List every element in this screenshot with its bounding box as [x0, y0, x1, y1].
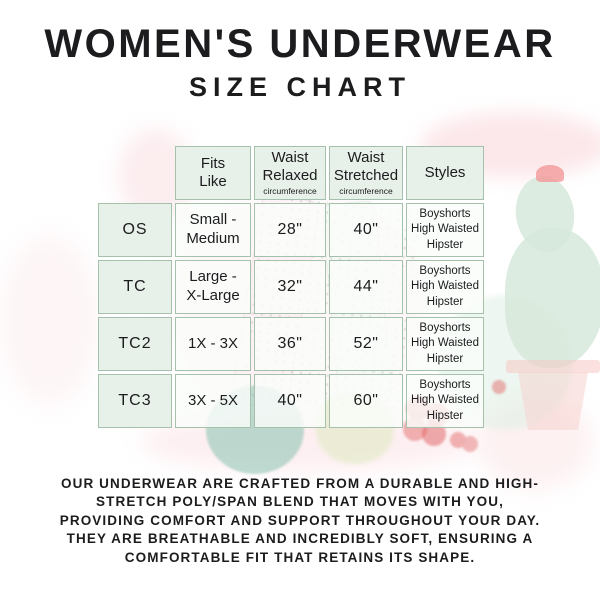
header-subtext: circumference — [263, 186, 317, 197]
size-label: OS — [98, 203, 172, 257]
fits-like-cell: 3X - 5X — [175, 374, 251, 428]
header-text: Stretched — [333, 167, 399, 185]
header-empty-cell — [98, 146, 172, 200]
cell-text: Medium — [186, 230, 240, 247]
cell-text: High Waisted — [411, 223, 479, 236]
fits-like-cell: Small - Medium — [175, 203, 251, 257]
cactus-flower-icon — [536, 165, 564, 182]
header-text: Relaxed — [262, 167, 318, 185]
header-text: Like — [199, 173, 227, 190]
header-styles: Styles — [406, 146, 484, 200]
waist-relaxed-cell: 40" — [254, 374, 326, 428]
waist-relaxed-cell: 32" — [254, 260, 326, 314]
cactus-pot — [517, 372, 589, 430]
waist-stretched-cell: 60" — [329, 374, 403, 428]
header-waist-relaxed: Waist Relaxed circumference — [254, 146, 326, 200]
page-subtitle: SIZE CHART — [189, 72, 411, 102]
cell-text: Hipster — [426, 409, 464, 422]
cell-text: Boyshorts — [419, 264, 471, 277]
size-chart-table: Fits Like Waist Relaxed circumference Wa… — [95, 143, 487, 431]
cell-text: High Waisted — [411, 280, 479, 293]
cell-text: Hipster — [426, 352, 464, 365]
header-waist-stretched: Waist Stretched circumference — [329, 146, 403, 200]
table-row-os: OS Small - Medium 28" 40" Boyshorts High… — [98, 203, 484, 257]
cell-text: Hipster — [426, 238, 464, 251]
size-label: TC2 — [98, 317, 172, 371]
cell-text: High Waisted — [411, 337, 479, 350]
cactus-illustration-body — [505, 228, 600, 368]
size-label: TC — [98, 260, 172, 314]
table-row-tc3: TC3 3X - 5X 40" 60" Boyshorts High Waist… — [98, 374, 484, 428]
waist-stretched-cell: 44" — [329, 260, 403, 314]
description-line: THEY ARE BREATHABLE AND INCREDIBLY SOFT,… — [66, 531, 534, 547]
fits-like-cell: Large - X-Large — [175, 260, 251, 314]
description-line: STRETCH POLY/SPAN BLEND THAT MOVES WITH … — [96, 494, 504, 510]
table-row-tc2: TC2 1X - 3X 36" 52" Boyshorts High Waist… — [98, 317, 484, 371]
header-fits-like: Fits Like — [175, 146, 251, 200]
cell-text: X-Large — [186, 287, 240, 304]
header-subtext: circumference — [339, 186, 393, 197]
watercolor-pink-wash-left — [0, 235, 100, 405]
styles-cell: Boyshorts High Waisted Hipster — [406, 317, 484, 371]
header-text: Waist — [271, 149, 309, 167]
styles-cell: Boyshorts High Waisted Hipster — [406, 260, 484, 314]
header-text: Fits — [200, 155, 226, 172]
description-line: PROVIDING COMFORT AND SUPPORT THROUGHOUT… — [59, 512, 541, 528]
product-description: OUR UNDERWEAR ARE CRAFTED FROM A DURABLE… — [50, 475, 550, 568]
cell-text: Hipster — [426, 295, 464, 308]
cell-text: Small - — [189, 211, 237, 229]
styles-cell: Boyshorts High Waisted Hipster — [406, 374, 484, 428]
watercolor-red-flower-small — [450, 432, 466, 448]
cell-text: 1X - 3X — [187, 334, 239, 352]
cell-text: 3X - 5X — [187, 391, 239, 409]
waist-relaxed-cell: 28" — [254, 203, 326, 257]
table-row-tc: TC Large - X-Large 32" 44" Boyshorts Hig… — [98, 260, 484, 314]
description-line: OUR UNDERWEAR ARE CRAFTED FROM A DURABLE… — [61, 475, 539, 491]
header-text: Styles — [424, 164, 466, 181]
cactus-illustration-arm — [510, 172, 580, 256]
fits-like-cell: 1X - 3X — [175, 317, 251, 371]
cell-text: Boyshorts — [419, 207, 471, 220]
cell-text: High Waisted — [411, 394, 479, 407]
header-text: Waist — [347, 149, 385, 167]
cell-text: Boyshorts — [419, 378, 471, 391]
cell-text: Large - — [189, 268, 237, 286]
cell-text: Boyshorts — [419, 321, 471, 334]
page-title: WOMEN'S UNDERWEAR — [44, 22, 556, 66]
waist-stretched-cell: 40" — [329, 203, 403, 257]
description-line: COMFORTABLE FIT THAT RETAINS ITS SHAPE. — [124, 549, 476, 565]
waist-relaxed-cell: 36" — [254, 317, 326, 371]
cactus-pot-rim — [506, 360, 600, 373]
styles-cell: Boyshorts High Waisted Hipster — [406, 203, 484, 257]
table-header-row: Fits Like Waist Relaxed circumference Wa… — [98, 146, 484, 200]
size-label: TC3 — [98, 374, 172, 428]
watercolor-red-dot — [492, 380, 506, 394]
waist-stretched-cell: 52" — [329, 317, 403, 371]
